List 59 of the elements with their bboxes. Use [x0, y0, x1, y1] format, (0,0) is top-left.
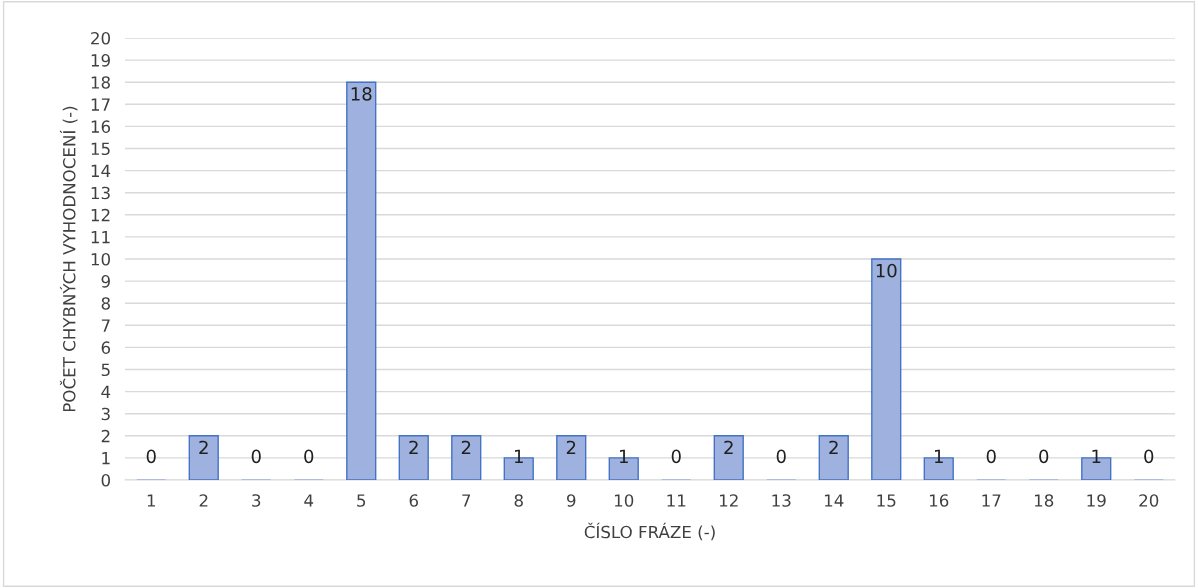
y-tick-label: 7 — [101, 319, 110, 332]
y-axis-title: POČET CHYBNÝCH VYHODNOCENÍ (-) — [59, 106, 78, 412]
x-axis-title: ČÍSLO FRÁZE (-) — [584, 522, 715, 541]
data-label: 0 — [146, 449, 156, 464]
x-tick-label: 6 — [409, 494, 418, 507]
y-tick-label: 15 — [91, 142, 110, 156]
y-tick-label: 19 — [91, 54, 110, 67]
y-tick-label: 0 — [101, 473, 110, 487]
data-label: 18 — [351, 87, 372, 101]
data-label: 0 — [986, 449, 996, 464]
x-tick-label: 14 — [824, 494, 844, 507]
y-tick-label: 1 — [102, 452, 110, 465]
data-label: 0 — [251, 449, 261, 464]
data-label: 2 — [199, 440, 208, 455]
x-tick-label: 19 — [1087, 494, 1106, 507]
x-tick-label: 2 — [199, 494, 208, 507]
data-label: 10 — [876, 263, 897, 278]
y-tick-label: 13 — [91, 186, 110, 200]
data-label: 0 — [1039, 449, 1049, 464]
data-label: 2 — [566, 440, 576, 455]
x-tick-label: 7 — [462, 494, 471, 507]
x-tick-label: 10 — [614, 494, 634, 507]
y-tick-label: 6 — [101, 341, 111, 354]
x-tick-label: 3 — [252, 494, 261, 507]
data-label: 2 — [724, 440, 733, 455]
data-label: 2 — [461, 440, 471, 455]
y-tick-label: 20 — [91, 31, 110, 45]
data-label: 0 — [671, 449, 681, 464]
y-tick-label: 16 — [91, 120, 111, 133]
x-tick-label: 15 — [877, 494, 896, 507]
x-tick-label: 4 — [304, 494, 314, 507]
data-label: 2 — [829, 440, 838, 455]
x-tick-label: 18 — [1034, 494, 1054, 507]
x-tick-label: 16 — [929, 494, 949, 507]
y-tick-label: 5 — [101, 363, 110, 377]
data-label: 0 — [304, 449, 314, 464]
x-tick-label: 1 — [147, 494, 156, 507]
y-tick-label: 2 — [101, 429, 110, 443]
y-tick-label: 12 — [91, 208, 110, 222]
y-tick-label: 8 — [101, 297, 110, 310]
data-label: 0 — [1144, 449, 1154, 464]
x-tick-label: 11 — [667, 494, 686, 507]
data-label: 2 — [409, 440, 418, 455]
y-tick-label: 14 — [91, 164, 111, 177]
y-tick-label: 10 — [91, 252, 110, 266]
x-tick-label: 5 — [357, 494, 366, 507]
y-tick-label: 3 — [101, 407, 110, 421]
y-tick-label: 17 — [91, 98, 110, 111]
x-tick-label: 9 — [567, 494, 576, 507]
x-tick-label: 8 — [514, 494, 523, 507]
y-tick-label: 4 — [101, 385, 111, 398]
x-tick-label: 20 — [1139, 494, 1159, 507]
data-label: 0 — [776, 449, 786, 464]
x-tick-label: 13 — [772, 494, 791, 507]
y-tick-label: 11 — [91, 231, 110, 244]
x-tick-label: 12 — [719, 494, 738, 507]
y-tick-label: 18 — [91, 76, 110, 89]
x-tick-label: 17 — [982, 494, 1001, 507]
y-tick-label: 9 — [101, 275, 110, 288]
